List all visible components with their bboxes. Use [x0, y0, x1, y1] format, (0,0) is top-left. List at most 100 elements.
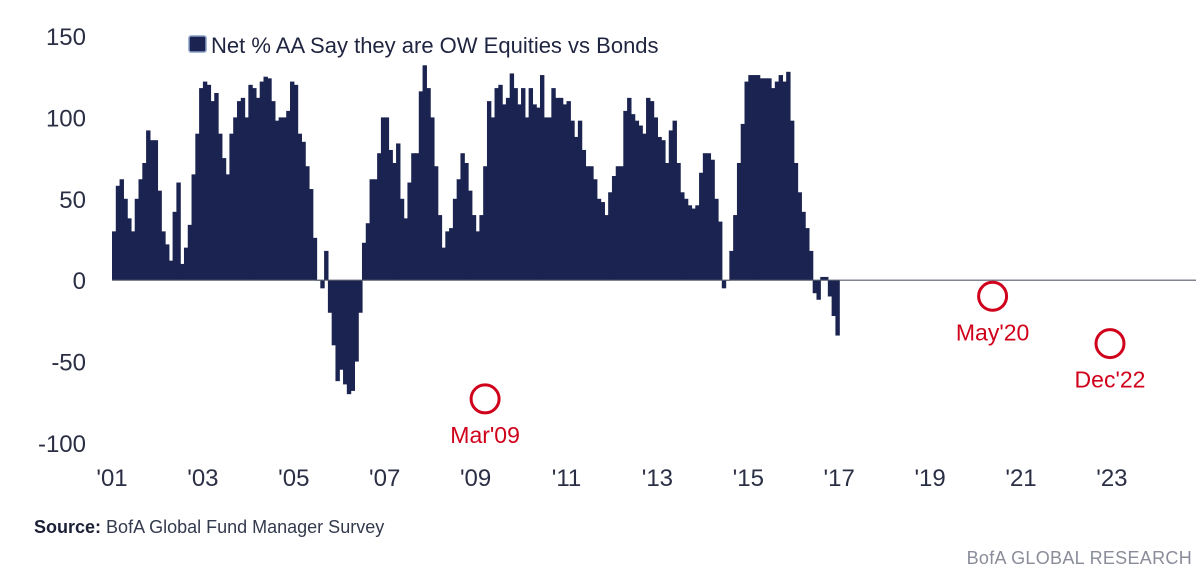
bar — [445, 231, 450, 281]
bar — [710, 159, 715, 281]
bar — [399, 198, 405, 281]
bar — [816, 280, 821, 300]
bar — [236, 101, 242, 281]
annotation-circle — [1094, 328, 1126, 360]
x-tick-label: '07 — [369, 465, 400, 492]
x-tick-label: '01 — [96, 465, 127, 492]
bar — [524, 117, 530, 281]
bar — [740, 123, 746, 281]
bar — [687, 205, 693, 281]
bar — [244, 117, 249, 281]
bar — [168, 260, 174, 281]
bar — [350, 280, 355, 391]
bar — [782, 81, 787, 281]
bar — [221, 158, 227, 281]
bar — [774, 81, 780, 281]
bar — [290, 81, 295, 281]
bar — [130, 231, 136, 281]
source-label: Source: — [34, 517, 102, 537]
bar — [581, 149, 587, 281]
bar — [683, 198, 689, 281]
bar — [267, 78, 272, 281]
bar — [369, 179, 374, 281]
bar — [418, 91, 424, 281]
bar — [615, 166, 621, 281]
bar — [718, 221, 723, 281]
bar — [706, 153, 712, 281]
bar-series — [112, 65, 840, 395]
bar — [498, 84, 503, 281]
bar — [649, 101, 655, 281]
bar — [422, 65, 427, 281]
bar — [134, 198, 140, 281]
bar — [767, 78, 772, 281]
bar — [577, 120, 583, 281]
bar — [570, 120, 575, 281]
bar — [551, 88, 556, 281]
annotation-label: Dec'22 — [1075, 367, 1146, 393]
bar — [521, 88, 526, 281]
bar — [664, 162, 670, 281]
annotation-circle — [469, 383, 501, 415]
bar — [240, 97, 246, 281]
bar — [308, 189, 314, 281]
bar — [668, 130, 674, 281]
bar — [259, 81, 265, 281]
bar — [585, 166, 590, 281]
bar — [127, 218, 132, 281]
bar — [638, 125, 643, 281]
bar — [574, 136, 579, 281]
bar — [494, 88, 499, 281]
bar — [528, 88, 534, 281]
bar — [301, 141, 306, 281]
x-axis-ticks: '01 '03 '05 '07 '09 '11 '13 '15 '17 '19 '21 '23 — [96, 465, 1127, 492]
bar — [676, 162, 681, 281]
bar — [562, 104, 568, 281]
bar — [680, 192, 685, 281]
bar — [729, 250, 734, 281]
bar — [206, 84, 212, 281]
bar — [331, 280, 337, 346]
bar — [415, 153, 420, 281]
bar — [608, 192, 613, 281]
bar — [433, 166, 439, 281]
bar — [475, 231, 480, 281]
bar — [759, 78, 765, 281]
bar — [252, 88, 257, 281]
bar — [180, 263, 185, 281]
bar — [755, 75, 761, 281]
bar — [699, 172, 704, 281]
bar — [611, 176, 617, 281]
bar — [112, 231, 117, 281]
bar — [392, 162, 397, 281]
annotations: Mar'09 May'20 Dec'22 — [450, 280, 1146, 448]
bar — [403, 218, 409, 281]
bar — [555, 97, 560, 281]
bar — [805, 228, 810, 281]
bar — [149, 140, 155, 281]
bar — [449, 228, 454, 281]
bar — [471, 215, 477, 281]
bar — [358, 280, 363, 313]
x-tick-label: '21 — [1005, 465, 1036, 492]
bar — [142, 162, 147, 281]
bar — [543, 117, 549, 281]
bar — [274, 120, 280, 281]
bar — [380, 117, 386, 281]
annotation-label: Mar'09 — [450, 422, 520, 448]
bar — [835, 280, 840, 336]
x-tick-label: '09 — [460, 465, 491, 492]
bar — [153, 140, 159, 281]
bar — [778, 75, 783, 281]
bar — [539, 75, 545, 281]
bar — [354, 280, 359, 362]
bar — [119, 179, 124, 281]
bar — [161, 231, 166, 281]
bar — [714, 198, 719, 281]
bar — [786, 71, 791, 281]
bar — [343, 280, 348, 385]
bar — [324, 250, 329, 281]
bar — [452, 198, 458, 281]
bar — [505, 97, 511, 281]
bar — [361, 242, 367, 281]
